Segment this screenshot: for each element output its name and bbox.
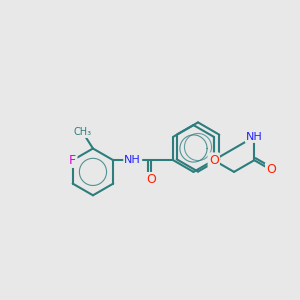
Text: NH: NH [246, 132, 263, 142]
Text: F: F [69, 154, 76, 167]
Text: NH: NH [124, 155, 141, 165]
Text: CH₃: CH₃ [74, 127, 92, 137]
Text: O: O [146, 173, 156, 186]
Text: O: O [209, 154, 219, 167]
Text: O: O [266, 164, 276, 176]
